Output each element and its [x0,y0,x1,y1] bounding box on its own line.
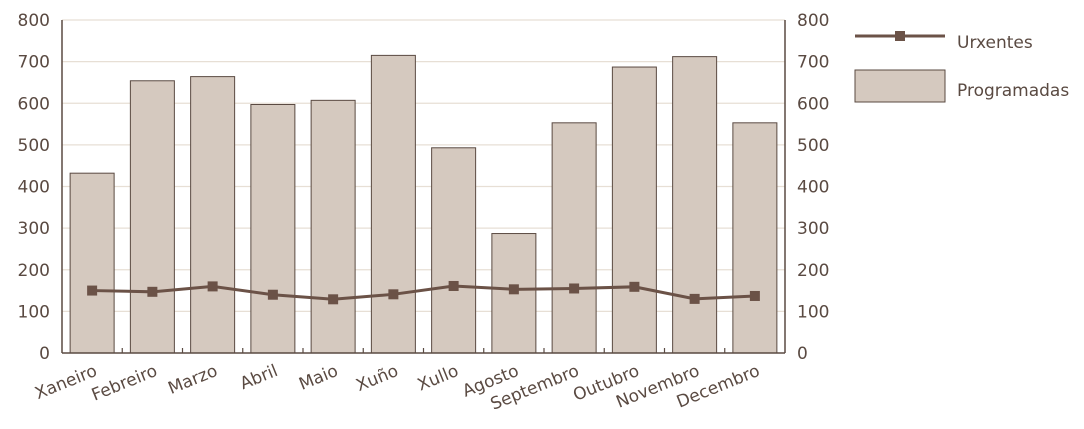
x-tick-label-xullo: Xullo [415,361,462,395]
y-left-tick-label: 200 [18,261,50,281]
x-tick-label-maio: Maio [296,361,341,395]
urxentes-point-xullo [448,280,459,291]
x-tick-label-xuño: Xuño [353,361,401,396]
urxentes-point-abril [267,289,278,300]
urxentes-point-agosto [508,284,519,295]
urxentes-point-maio [328,294,339,305]
urxentes-point-novembro [689,293,700,304]
y-right-tick-label: 800 [797,11,829,31]
axes [61,20,786,354]
legend-urxentes-marker [895,31,905,41]
legend-programadas-swatch [854,69,946,103]
bar-abril [250,103,296,354]
y-left-tick-label: 700 [18,53,50,73]
bar-maio [310,99,356,354]
y-right-tick-label: 400 [797,178,829,198]
y-right-tick-label: 0 [797,344,808,364]
urxentes-point-outubro [629,281,640,292]
urxentes-point-xuño [388,289,399,300]
y-right-tick-label: 300 [797,219,829,239]
y-right-tick-label: 200 [797,261,829,281]
y-axis-left-ticks: 0 100 200 300 400 500 600 700 800 [18,11,50,364]
x-tick-label-febreiro: Febreiro [89,361,160,405]
bar-novembro [672,56,718,354]
urxentes-point-febreiro [147,286,158,297]
urxentes-point-decembro [749,290,760,301]
bar-xullo [431,147,477,354]
y-right-tick-label: 600 [797,94,829,114]
y-axis-right-ticks: 0 100 200 300 400 500 600 700 800 [797,11,829,364]
bar-decembro [732,122,778,354]
y-left-tick-label: 800 [18,11,50,31]
legend-urxentes-label: Urxentes [957,33,1033,53]
bar-marzo [190,76,236,354]
bar-xuño [370,54,416,354]
urxentes-line-series [87,280,760,305]
y-left-tick-label: 0 [39,344,50,364]
bar-xaneiro [69,172,115,354]
urxentes-line [92,284,755,301]
y-right-tick-label: 700 [797,53,829,73]
bar-febreiro [129,80,175,354]
bars [69,54,778,354]
y-left-tick-label: 600 [18,94,50,114]
urxentes-point-septembro [569,283,580,294]
x-tick-label-xaneiro: Xaneiro [32,361,100,404]
urxentes-point-marzo [207,281,218,292]
bar-septembro [551,122,597,354]
bar-outubro [611,66,657,354]
legend-programadas-label: Programadas [957,81,1069,101]
x-tick-label-marzo: Marzo [165,361,220,399]
y-left-tick-label: 400 [18,178,50,198]
y-left-tick-label: 300 [18,219,50,239]
y-left-tick-label: 100 [18,302,50,322]
y-right-tick-label: 500 [797,136,829,156]
urxentes-point-xaneiro [87,285,98,296]
gridlines [62,19,785,312]
legend: Urxentes Programadas [854,31,1069,103]
x-tick-label-abril: Abril [237,361,281,394]
y-left-tick-label: 500 [18,136,50,156]
y-right-tick-label: 100 [797,302,829,322]
